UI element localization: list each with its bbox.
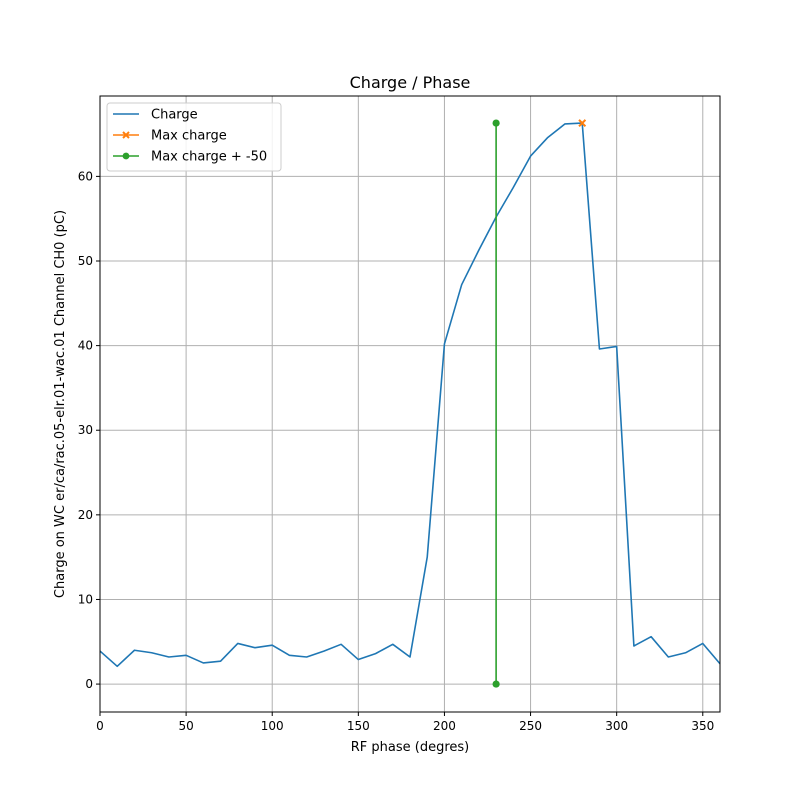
series-layer <box>99 119 721 688</box>
y-axis-label: Charge on WC er/ca/rac.05-elr.01-wac.01 … <box>53 210 68 598</box>
x-tick-label: 200 <box>433 719 456 733</box>
legend-marker <box>122 131 130 139</box>
grid <box>99 96 720 712</box>
x-tick-label: 350 <box>691 719 714 733</box>
legend: Charge Max charge Max charge + -50 <box>106 102 282 172</box>
legend-item: Max charge <box>113 129 227 144</box>
legend-marker <box>122 152 130 160</box>
x-axis-label: RF phase (degres) <box>351 740 469 755</box>
y-tick-label: 30 <box>78 423 93 437</box>
series-line <box>99 122 721 668</box>
x-tick-label: 300 <box>605 719 628 733</box>
data-point <box>578 119 587 127</box>
y-tick-label: 10 <box>78 592 93 606</box>
data-point <box>492 119 500 127</box>
x-tick-label: 0 <box>96 719 104 733</box>
y-tick-label: 40 <box>78 339 93 353</box>
ticks: 0 50 100 150 200 250 300 350 0 10 20 30 40 50 60 <box>78 169 715 733</box>
series-1 <box>578 119 587 127</box>
series-2 <box>492 119 500 688</box>
legend-item: Max charge + -50 <box>113 150 267 165</box>
y-tick-label: 50 <box>78 254 93 268</box>
chart-title: Charge / Phase <box>350 73 471 92</box>
y-tick-label: 60 <box>78 169 93 183</box>
y-tick-label: 0 <box>85 677 93 691</box>
legend-box <box>106 102 282 172</box>
legend-label: Max charge + -50 <box>151 150 267 165</box>
x-tick-label: 100 <box>261 719 284 733</box>
legend-label: Max charge <box>151 129 227 144</box>
legend-label: Charge <box>151 108 198 123</box>
y-tick-label: 20 <box>78 508 93 522</box>
x-tick-label: 50 <box>178 719 193 733</box>
series-0 <box>99 122 721 668</box>
legend-item: Charge <box>113 108 198 123</box>
x-tick-label: 150 <box>347 719 370 733</box>
x-tick-label: 250 <box>519 719 542 733</box>
data-point <box>492 680 500 688</box>
plot-frame <box>99 95 721 713</box>
